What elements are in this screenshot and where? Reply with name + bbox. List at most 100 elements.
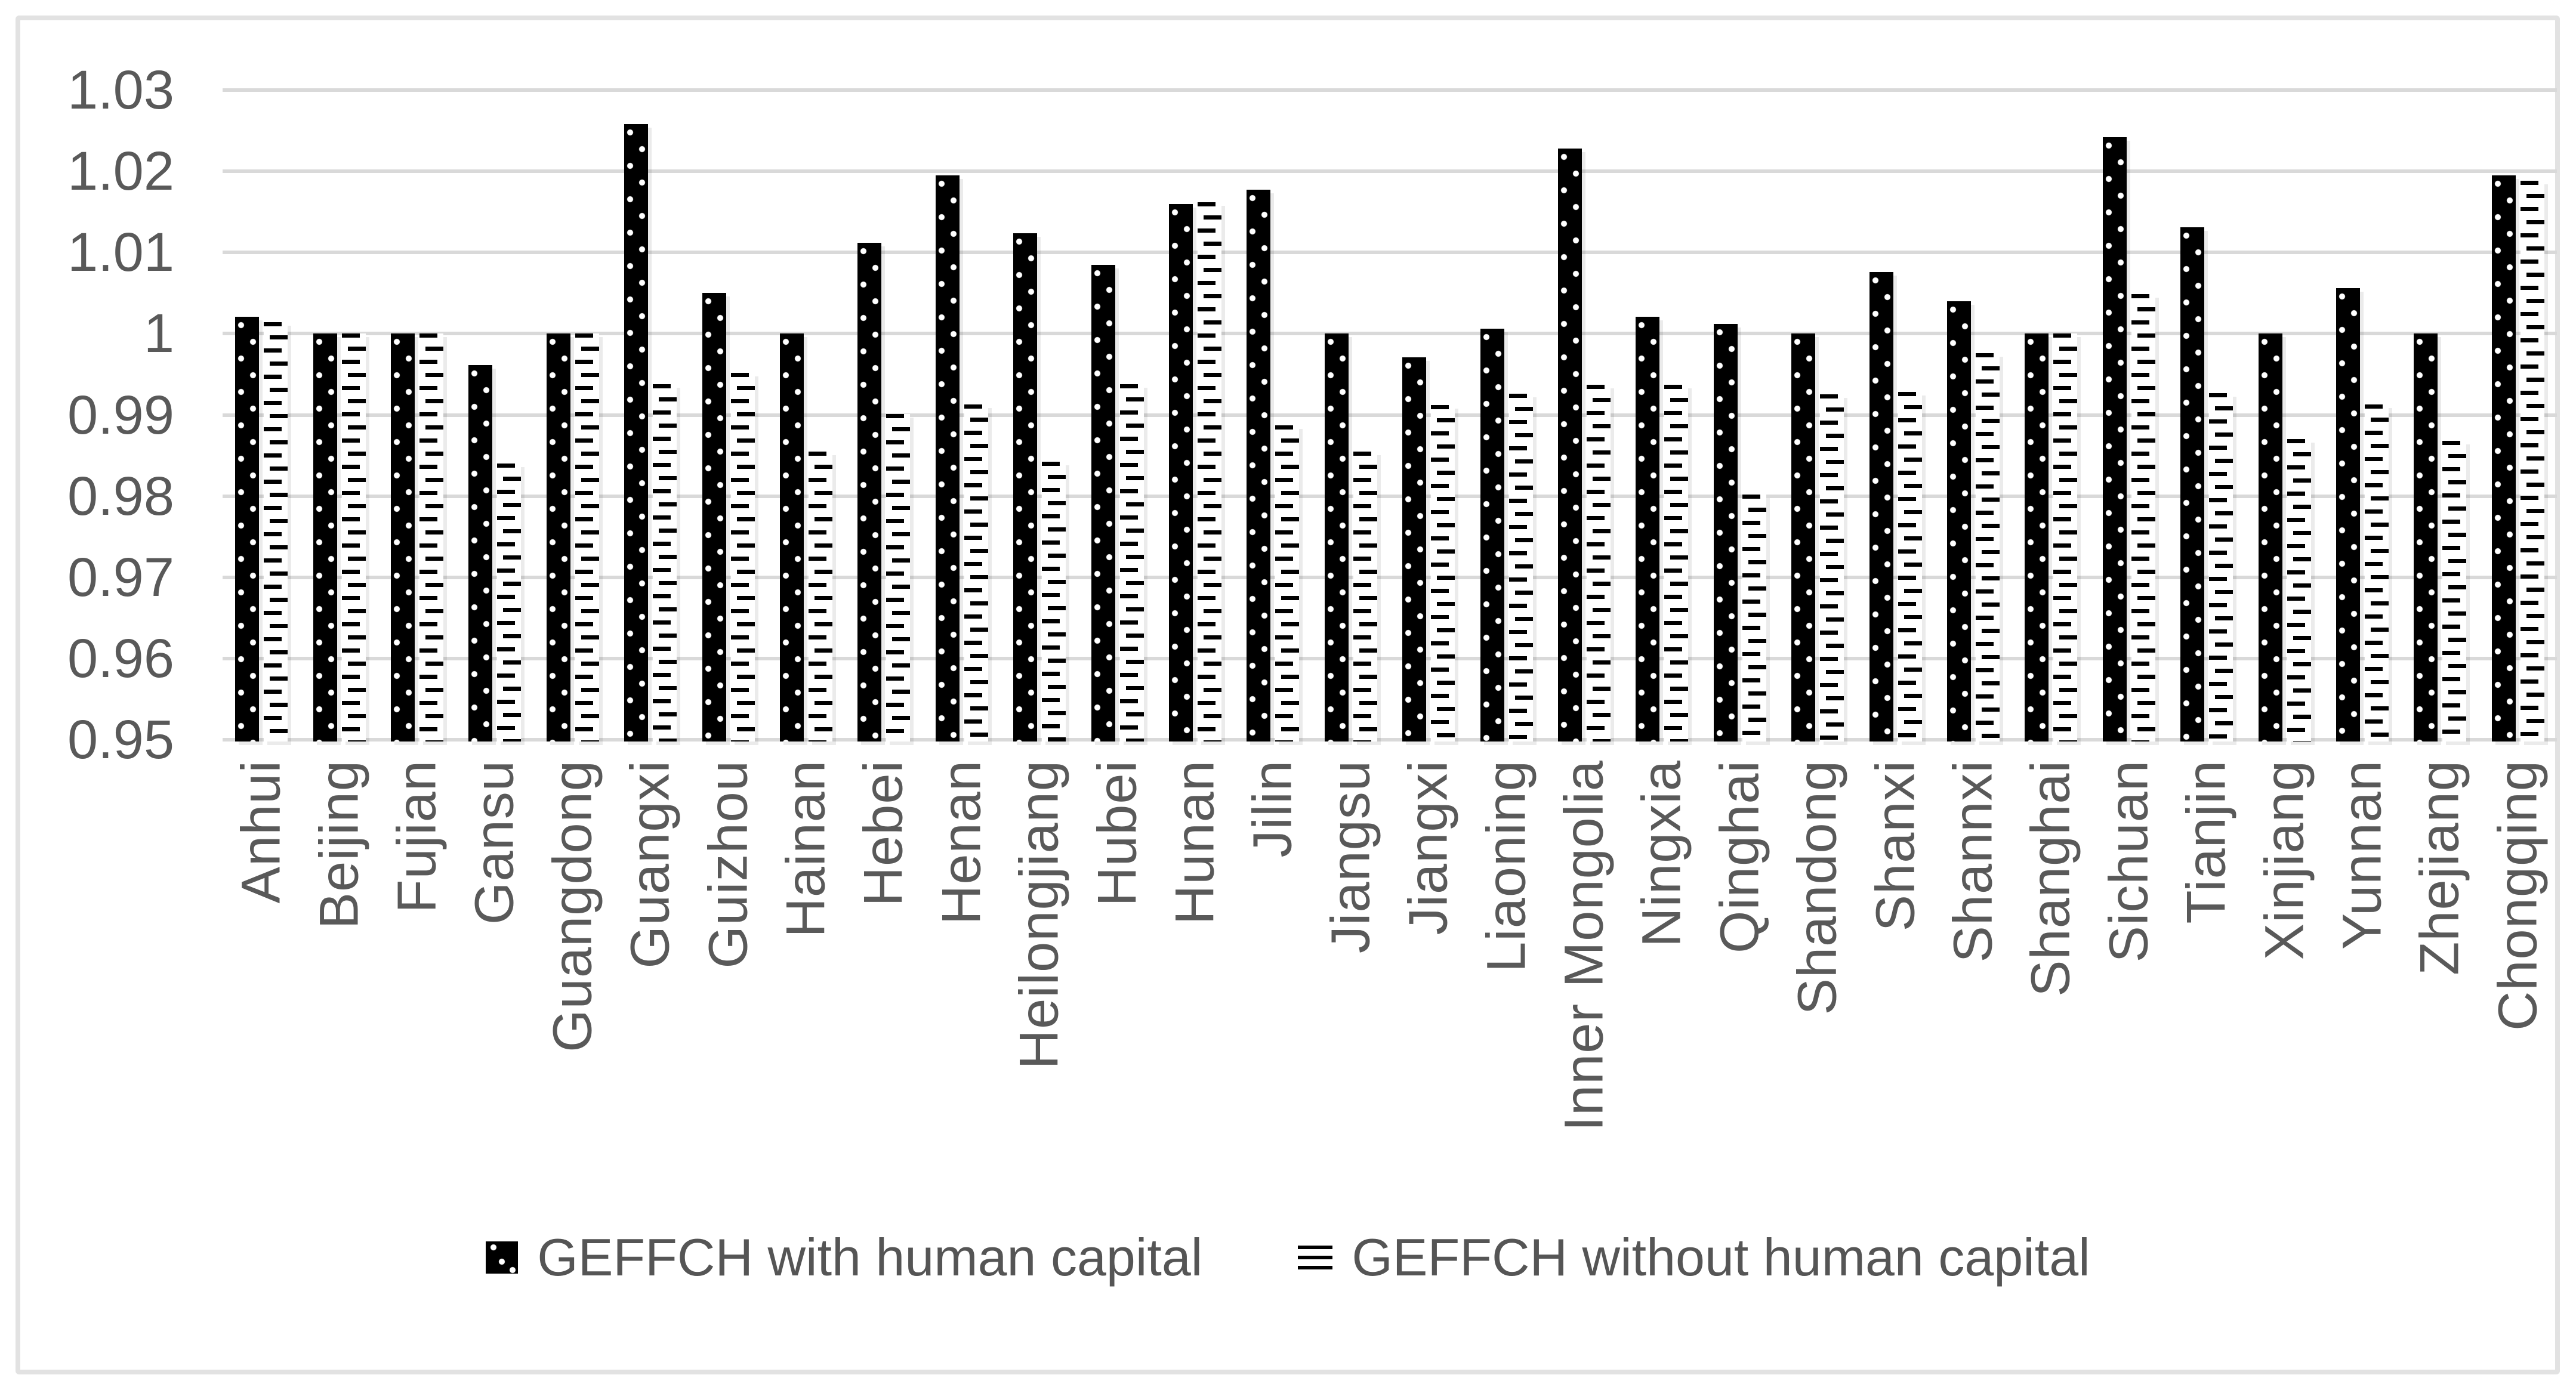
x-axis-label-Anhui: Anhui xyxy=(230,760,292,904)
x-axis-label-Yunnan: Yunnan xyxy=(2331,760,2393,950)
x-axis-label-Hunan: Hunan xyxy=(1164,760,1226,925)
bar-without-human-capital-Shannxi xyxy=(1976,353,2000,741)
bar-with-human-capital-Jiangxi xyxy=(1402,357,1427,741)
x-axis-label-Shandong: Shandong xyxy=(1787,760,1848,1015)
x-axis-label-Hainan: Hainan xyxy=(775,760,837,938)
x-axis-label-Qinghai: Qinghai xyxy=(1709,760,1770,954)
gridline-1 xyxy=(223,332,2557,336)
legend-item-without-human-capital: GEFFCH without human capital xyxy=(1298,1227,2090,1288)
bar-with-human-capital-Inner-Mongolia xyxy=(1558,149,1582,741)
y-axis-tick-label: 1 xyxy=(143,303,174,364)
bar-without-human-capital-Beijing xyxy=(341,333,366,741)
bar-without-human-capital-Hainan xyxy=(809,451,832,741)
x-axis-label-Shannxi: Shannxi xyxy=(1942,760,2004,963)
bar-with-human-capital-Zhejiang xyxy=(2414,333,2438,741)
bar-without-human-capital-Hunan xyxy=(1198,202,1221,741)
gridline-0.99 xyxy=(223,413,2557,417)
x-axis-label-Liaoning: Liaoning xyxy=(1476,760,1537,972)
x-axis-label-Ningxia: Ningxia xyxy=(1631,760,1692,947)
x-axis-label-Shanghai: Shanghai xyxy=(2020,760,2081,997)
bar-with-human-capital-Heilongjiang xyxy=(1013,233,1038,741)
bar-without-human-capital-Guizhou xyxy=(730,372,755,741)
x-axis-label-Jiangxi: Jiangxi xyxy=(1397,760,1459,935)
x-axis-label-Hubei: Hubei xyxy=(1087,760,1148,907)
bar-without-human-capital-Yunnan xyxy=(2365,404,2389,741)
bar-without-human-capital-Jiangsu xyxy=(1353,451,1377,741)
bar-without-human-capital-Ningxia xyxy=(1664,385,1689,741)
bar-with-human-capital-Jilin xyxy=(1247,190,1271,741)
x-axis-label-Zhejiang: Zhejiang xyxy=(2409,760,2470,975)
bar-without-human-capital-Shandong xyxy=(1820,394,1844,741)
bar-without-human-capital-Jiangxi xyxy=(1431,405,1455,741)
y-axis-tick-label: 0.98 xyxy=(67,465,174,527)
y-axis-tick-label: 1.02 xyxy=(67,141,174,202)
x-axis-label-Fujian: Fujian xyxy=(386,760,448,913)
dashed-fill-swatch-icon xyxy=(1298,1246,1333,1269)
x-axis-label-Gansu: Gansu xyxy=(464,760,525,925)
x-axis-label-Beijing: Beijing xyxy=(308,760,370,929)
bar-with-human-capital-Tianjin xyxy=(2180,227,2205,741)
bar-without-human-capital-Inner-Mongolia xyxy=(1587,385,1611,741)
bar-with-human-capital-Guangdong xyxy=(546,333,570,741)
bar-with-human-capital-Henan xyxy=(935,175,960,741)
x-axis-label-Henan: Henan xyxy=(931,760,992,925)
bar-without-human-capital-Guangxi xyxy=(653,384,677,741)
x-axis-label-Tianjin: Tianjin xyxy=(2176,760,2237,924)
bar-without-human-capital-Hebei xyxy=(886,414,911,741)
gridline-0.95 xyxy=(223,738,2557,741)
dotted-fill-swatch-icon xyxy=(486,1241,519,1274)
gridline-0.97 xyxy=(223,575,2557,579)
x-axis-label-Guangxi: Guangxi xyxy=(619,760,681,969)
x-axis-label-Heilongjiang: Heilongjiang xyxy=(1008,760,1070,1070)
bar-with-human-capital-Qinghai xyxy=(1713,324,1738,741)
bar-with-human-capital-Sichuan xyxy=(2102,137,2127,741)
gridline-1.02 xyxy=(223,169,2557,174)
bar-with-human-capital-Gansu xyxy=(468,365,493,741)
y-axis-tick-label: 0.99 xyxy=(67,384,174,446)
y-axis-tick-label: 1.01 xyxy=(67,222,174,283)
x-axis-label-Jilin: Jilin xyxy=(1242,760,1303,858)
bar-with-human-capital-Jiangsu xyxy=(1324,333,1349,741)
gridline-0.98 xyxy=(223,494,2557,498)
gridline-1.03 xyxy=(223,88,2557,92)
bar-with-human-capital-Liaoning xyxy=(1480,329,1504,741)
bar-without-human-capital-Gansu xyxy=(497,464,522,741)
x-axis-label-Guizhou: Guizhou xyxy=(698,760,759,969)
bar-without-human-capital-Sichuan xyxy=(2131,293,2155,741)
bar-without-human-capital-Shanghai xyxy=(2053,333,2078,741)
x-axis-label-Hebei: Hebei xyxy=(853,760,914,907)
bar-without-human-capital-Jilin xyxy=(1275,425,1300,741)
bar-with-human-capital-Guangxi xyxy=(624,124,649,741)
legend-label-with-human-capital: GEFFCH with human capital xyxy=(537,1228,1203,1287)
bar-with-human-capital-Shanxi xyxy=(1869,271,1893,741)
bar-with-human-capital-Hubei xyxy=(1091,264,1115,741)
bar-with-human-capital-Hunan xyxy=(1169,203,1193,741)
bar-without-human-capital-Tianjin xyxy=(2209,393,2233,741)
x-axis-label-Inner-Mongolia: Inner Mongolia xyxy=(1553,760,1615,1132)
gridline-0.96 xyxy=(223,656,2557,660)
x-axis-label-Sichuan: Sichuan xyxy=(2098,760,2159,963)
bar-without-human-capital-Zhejiang xyxy=(2442,441,2467,741)
bar-with-human-capital-Chongqing xyxy=(2491,175,2516,741)
bar-without-human-capital-Fujian xyxy=(419,333,443,741)
legend-item-with-human-capital: GEFFCH with human capital xyxy=(486,1227,1202,1288)
bar-with-human-capital-Yunnan xyxy=(2336,288,2360,741)
y-axis-tick-label: 0.97 xyxy=(67,546,174,608)
bar-without-human-capital-Xinjiang xyxy=(2287,439,2311,741)
y-axis-tick-label: 0.96 xyxy=(67,628,174,689)
bar-with-human-capital-Hainan xyxy=(780,333,804,741)
legend: GEFFCH with human capital GEFFCH without… xyxy=(0,1222,2576,1293)
bar-with-human-capital-Xinjiang xyxy=(2258,333,2282,741)
x-axis-label-Chongqing: Chongqing xyxy=(2487,760,2549,1031)
y-axis-tick-label: 0.95 xyxy=(67,709,174,770)
y-axis-tick-label: 1.03 xyxy=(67,60,174,121)
bar-with-human-capital-Fujian xyxy=(391,333,415,741)
bar-with-human-capital-Shandong xyxy=(1791,333,1816,741)
bar-without-human-capital-Chongqing xyxy=(2520,181,2544,741)
x-axis-label-Guangdong: Guangdong xyxy=(542,760,603,1052)
bar-with-human-capital-Shanghai xyxy=(2025,333,2049,741)
bar-without-human-capital-Guangdong xyxy=(575,333,599,741)
bar-without-human-capital-Shanxi xyxy=(1898,392,1922,741)
x-axis-label-Jiangsu: Jiangsu xyxy=(1320,760,1381,954)
